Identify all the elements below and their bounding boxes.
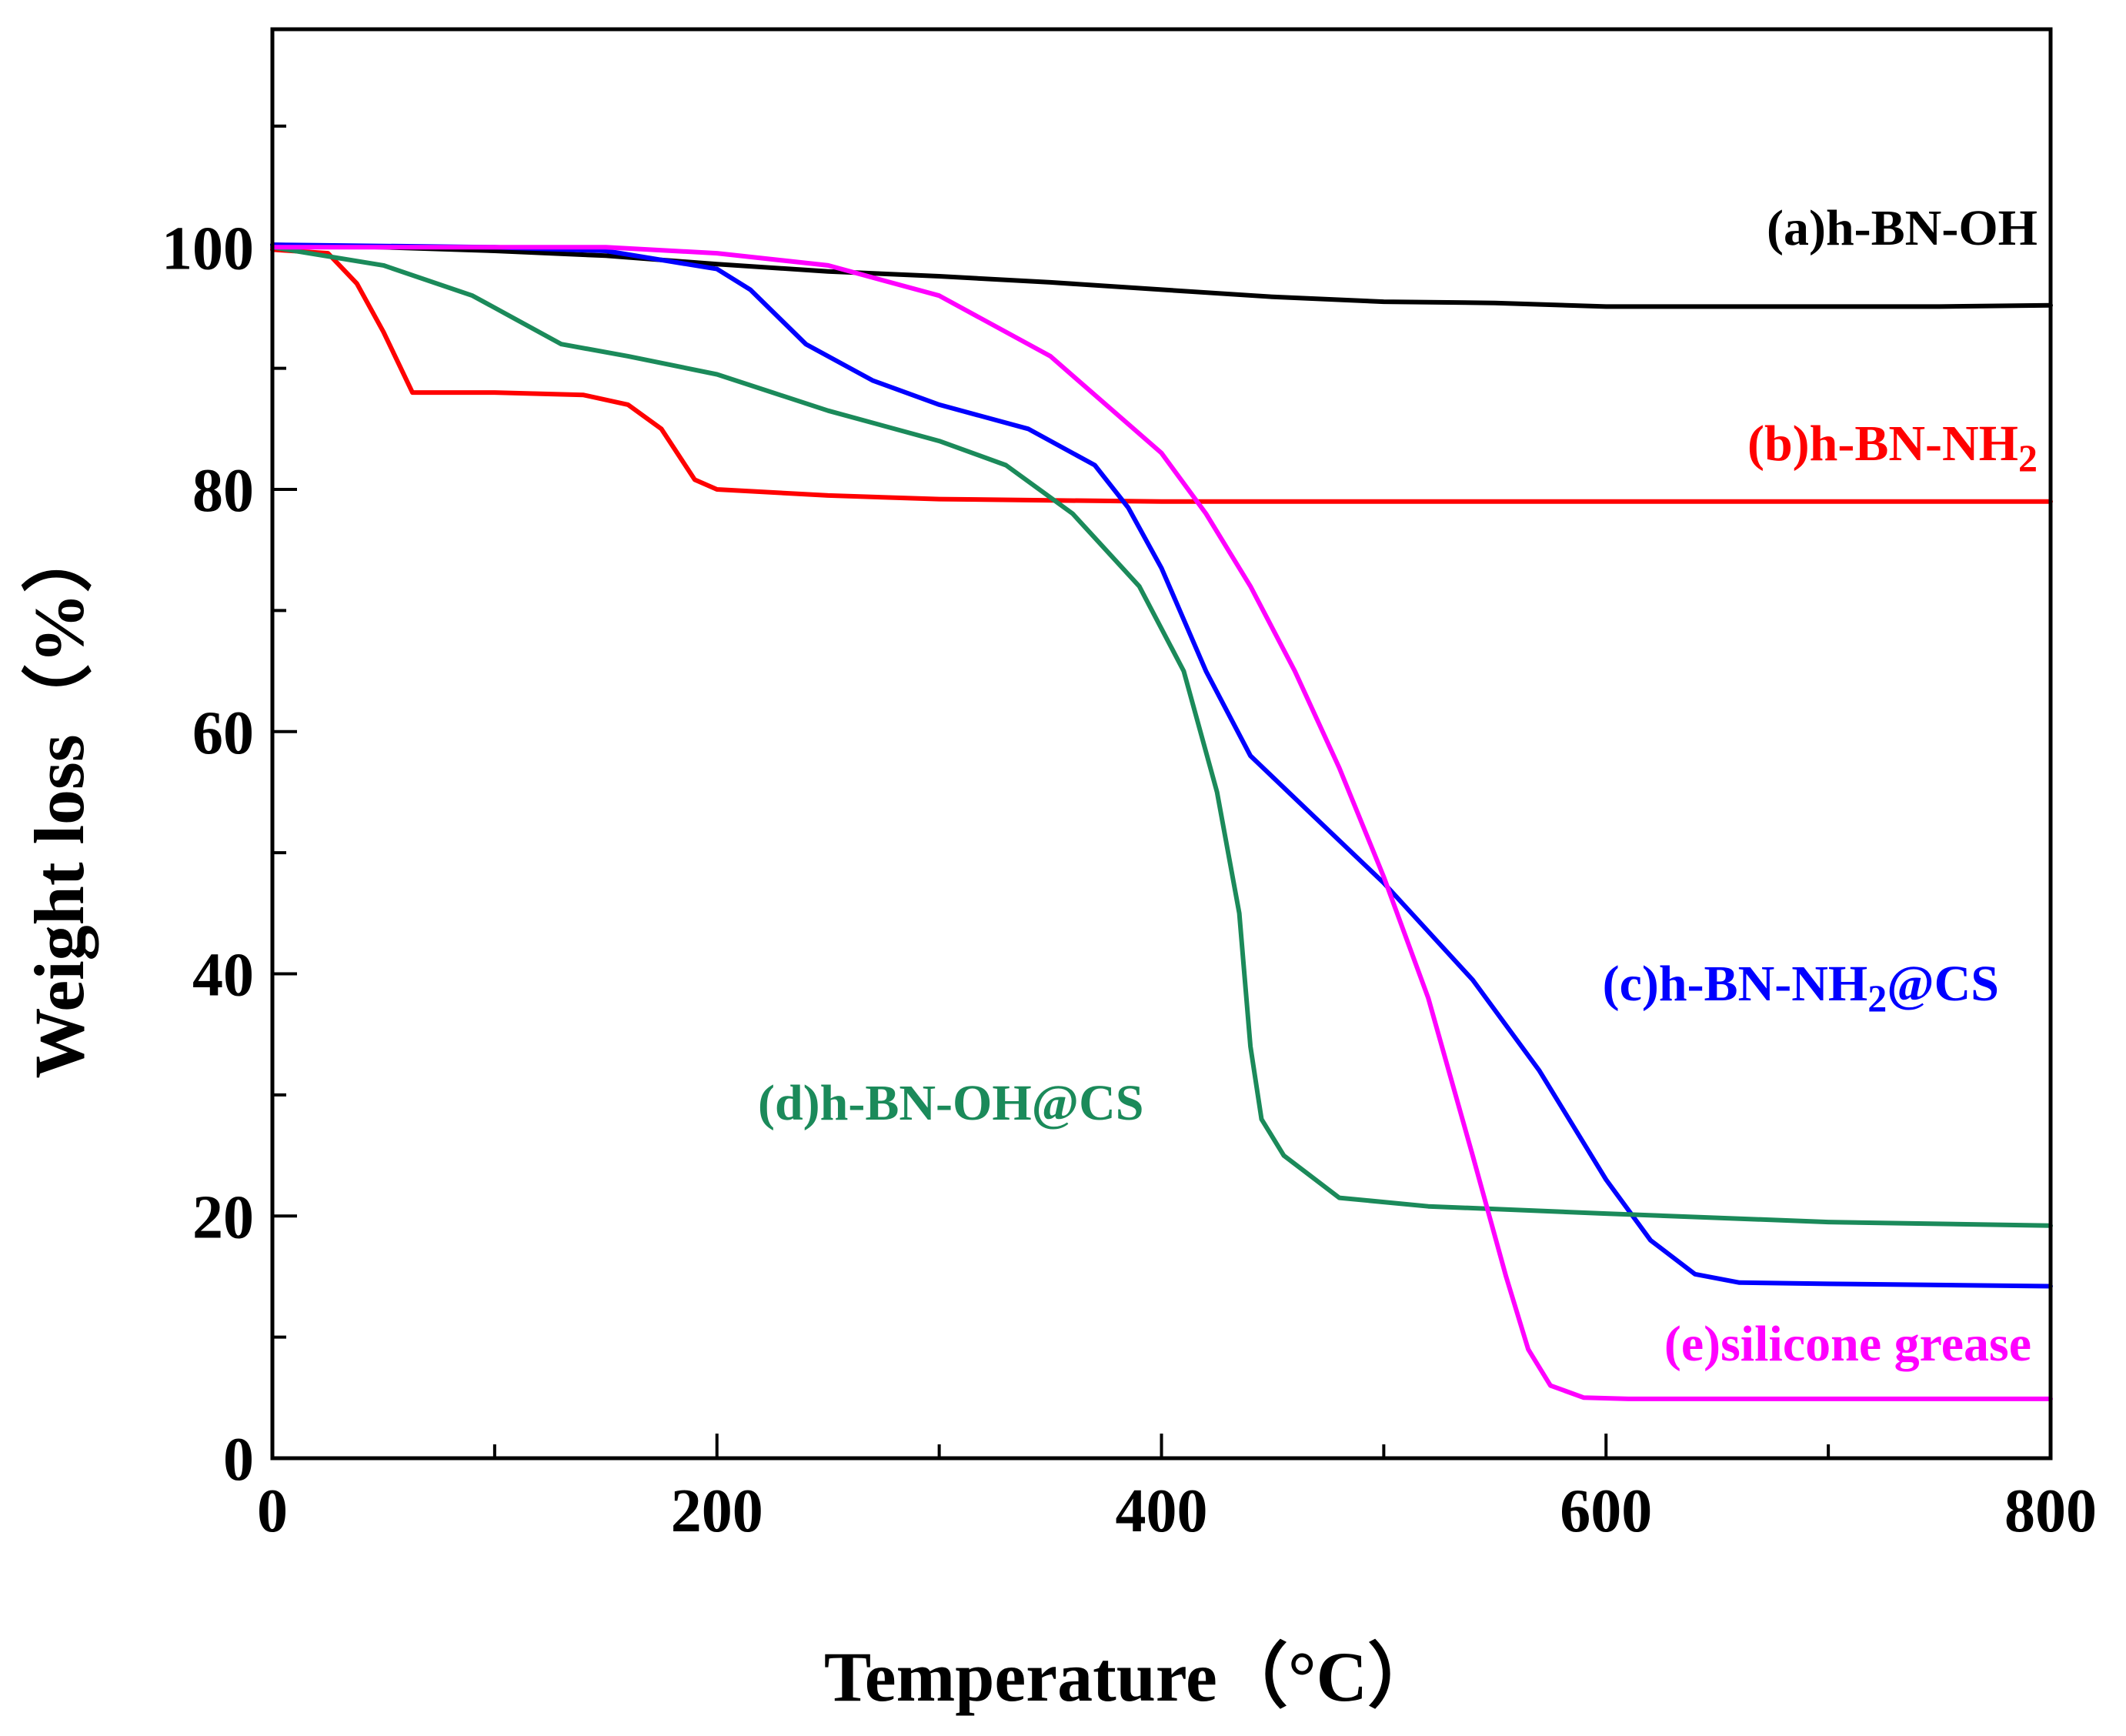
y-tick-label: 20 — [192, 1183, 254, 1251]
series-line-h-bn-oh-cs — [270, 245, 2053, 1228]
y-tick-label: 40 — [192, 942, 254, 1010]
series-layer — [270, 242, 2053, 1401]
x-tick-label: 400 — [1116, 1477, 1208, 1545]
y-tick-label: 80 — [192, 457, 254, 525]
series-label-main: (d)h-BN-OH@CS — [758, 1075, 1143, 1131]
series-label-subscript: 2 — [1867, 976, 1887, 1020]
series-label-main: (c)h-BN-NH — [1603, 956, 1868, 1012]
y-tick-label: 60 — [192, 699, 254, 767]
series-label-h-bn-oh: (a)h-BN-OH — [1767, 200, 2038, 256]
series-label-main: (e)silicone grease — [1664, 1316, 2031, 1372]
series-line-h-bn-oh — [270, 242, 2053, 309]
series-label-main: (a)h-BN-OH — [1767, 200, 2038, 256]
series-label-h-bn-oh-cs: (d)h-BN-OH@CS — [758, 1075, 1143, 1131]
series-label-subscript: 2 — [2018, 436, 2038, 479]
x-tick-label: 600 — [1560, 1477, 1652, 1545]
labels-layer: (a)h-BN-OH(b)h-BN-NH2(c)h-BN-NH2@CS(d)h-… — [758, 200, 2038, 1372]
series-line-h-bn-nh2-cs — [270, 242, 2053, 1289]
series-line-silicone-grease — [270, 245, 2053, 1401]
y-tick-label: 100 — [162, 215, 254, 282]
x-tick-label: 0 — [257, 1477, 288, 1545]
series-label-h-bn-nh2: (b)h-BN-NH2 — [1747, 416, 2038, 479]
x-tick-label: 800 — [2004, 1477, 2097, 1545]
series-label-h-bn-nh2-cs: (c)h-BN-NH2@CS — [1603, 956, 1999, 1020]
series-label-main: (b)h-BN-NH — [1747, 416, 2018, 472]
ticks-layer: 0 200 400 600 800 0 20 40 60 80 100 — [162, 124, 2097, 1545]
series-label-silicone-grease: (e)silicone grease — [1664, 1316, 2031, 1372]
series-line-h-bn-nh2 — [270, 247, 2053, 504]
x-tick-label: 200 — [671, 1477, 763, 1545]
x-axis-title: Temperature（°C） — [824, 1638, 1438, 1716]
series-label-tail: @CS — [1887, 956, 1999, 1012]
y-tick-label: 0 — [223, 1426, 254, 1494]
y-axis-title: Weight loss（%） — [20, 522, 98, 1078]
plot-frame — [270, 27, 2053, 1461]
